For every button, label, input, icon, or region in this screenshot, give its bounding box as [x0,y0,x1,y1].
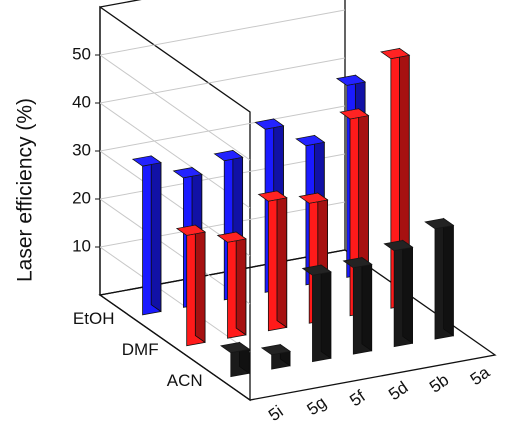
bar-side [276,190,288,329]
z-tick-label: 50 [72,44,91,63]
bar-top [295,135,326,147]
row-label: ACN [167,371,203,390]
bar-side [361,256,373,352]
bar-top [220,342,251,354]
z-tick-label: 10 [72,236,91,255]
z-tick-label: 30 [72,140,91,159]
bar-side [402,239,413,345]
z-tick-label: 40 [72,92,91,111]
x-tick-label: 5b [426,370,452,396]
bar-top [260,344,292,356]
bar-top [301,264,332,276]
bar-side [443,217,454,337]
bar-top [335,74,367,86]
bar-top [216,231,247,243]
bar-top [172,167,203,179]
bar-top [342,257,373,269]
x-tick-label: 5g [303,393,329,419]
bar-top [383,240,414,252]
bar-top [298,192,329,204]
z-tick-label: 20 [72,188,91,207]
bar-top [339,108,370,120]
x-tick-label: 5a [467,362,494,389]
bar-top [131,155,162,167]
row-label: EtOH [73,309,115,328]
bar-side [150,155,162,313]
x-tick-label: 5f [346,386,369,410]
bar-side [320,264,332,360]
bar-top [254,118,285,130]
row-label: DMF [122,340,159,359]
x-tick-label: 5d [385,378,411,404]
bar-top [257,190,288,202]
bar-top [424,218,455,230]
bar-top [175,224,207,236]
floor [98,249,497,401]
bar-top [380,48,411,60]
bar-top [213,150,244,162]
bar-side [194,224,206,344]
z-axis-label: Laser efficiency (%) [14,98,37,282]
x-tick-label: 5i [265,402,287,423]
bar-side [235,231,247,336]
